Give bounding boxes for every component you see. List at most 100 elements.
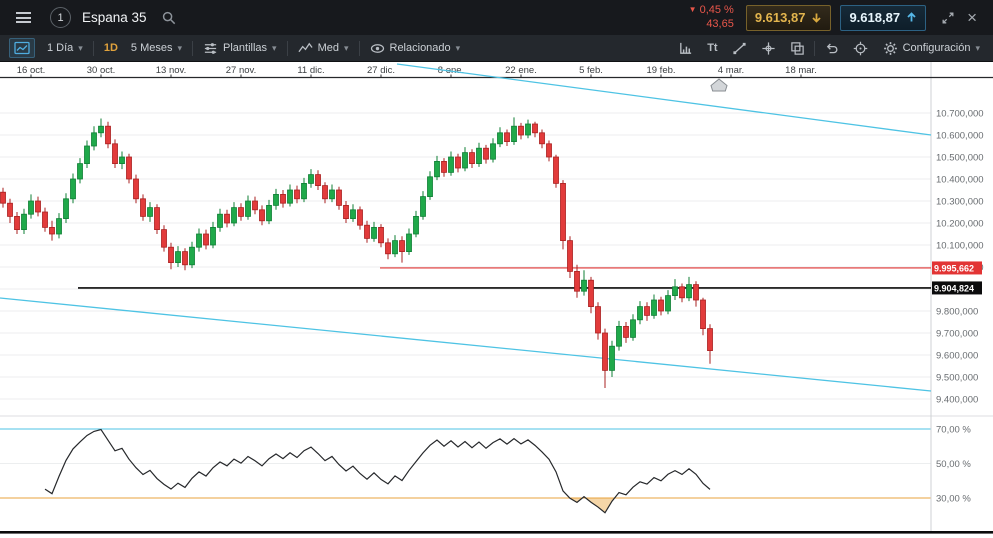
axis-settings-button[interactable] bbox=[671, 35, 700, 61]
candle-body bbox=[609, 345, 615, 371]
chart-toolbar: 1 Día ▾ 1D 5 Meses ▾ Plantillas ▾ Med ▾ bbox=[0, 35, 993, 62]
candle-body bbox=[231, 207, 237, 224]
moving-average-icon bbox=[297, 42, 313, 53]
candle-body bbox=[252, 200, 258, 211]
templates-dropdown[interactable]: Plantillas ▾ bbox=[195, 35, 285, 61]
candle-body bbox=[273, 193, 279, 206]
candle-body bbox=[98, 125, 104, 134]
duplicate-chart-icon bbox=[790, 41, 804, 55]
price-axis-label: 10.500,000 bbox=[936, 153, 984, 164]
sell-down-arrow-icon bbox=[812, 13, 822, 23]
candle-body bbox=[539, 132, 545, 145]
resistance-price-tag-label: 9.995,662 bbox=[934, 263, 974, 273]
support-price-tag[interactable] bbox=[932, 281, 982, 295]
candle-body bbox=[602, 332, 608, 371]
candle-body bbox=[483, 147, 489, 160]
candle-body bbox=[168, 246, 174, 263]
toolbar-separator bbox=[813, 40, 815, 56]
range-label: 5 Meses bbox=[130, 42, 173, 54]
candle-body bbox=[56, 218, 62, 235]
buy-button[interactable]: 9.618,87 bbox=[840, 4, 927, 31]
candle-body bbox=[567, 240, 573, 272]
date-axis-label: 30 oct. bbox=[87, 65, 116, 76]
text-tool-button[interactable]: Tt bbox=[700, 35, 724, 61]
candle-body bbox=[140, 198, 146, 217]
candle-body bbox=[161, 229, 167, 248]
candle-body bbox=[133, 178, 139, 200]
menu-button[interactable] bbox=[10, 5, 37, 31]
chart-panel-button[interactable] bbox=[9, 38, 35, 58]
candle-body bbox=[658, 299, 664, 312]
change-down-icon: ▼ bbox=[688, 5, 697, 15]
candle-body bbox=[217, 213, 223, 228]
candle-body bbox=[378, 226, 384, 244]
date-axis-label: 27 dic. bbox=[367, 65, 395, 76]
change-value: 43,65 bbox=[706, 17, 734, 30]
related-eye-icon bbox=[370, 43, 384, 53]
moving-average-dropdown[interactable]: Med ▾ bbox=[290, 35, 357, 61]
candle-body bbox=[294, 189, 300, 200]
chart-horizontal-scrollbar[interactable] bbox=[0, 531, 993, 534]
resistance-price-tag[interactable] bbox=[932, 261, 982, 275]
trendline[interactable] bbox=[0, 297, 932, 392]
candle-body bbox=[322, 185, 328, 200]
candle-body bbox=[308, 174, 314, 184]
candle-body bbox=[0, 191, 6, 204]
candle-body bbox=[623, 325, 629, 338]
templates-icon bbox=[204, 42, 217, 54]
trendline[interactable] bbox=[396, 63, 932, 136]
candle-body bbox=[462, 152, 468, 169]
timeline-marker[interactable] bbox=[710, 78, 728, 92]
templates-label: Plantillas bbox=[223, 42, 268, 54]
range-dropdown[interactable]: 5 Meses ▾ bbox=[123, 35, 190, 61]
related-dropdown[interactable]: Relacionado ▾ bbox=[362, 35, 469, 61]
price-axis-label: 10.600,000 bbox=[936, 131, 984, 142]
hamburger-icon bbox=[16, 10, 31, 26]
caret-down-icon: ▾ bbox=[177, 42, 182, 53]
rsi-axis-label: 70,00 % bbox=[936, 425, 971, 436]
sell-button[interactable]: 9.613,87 bbox=[745, 4, 832, 31]
duplicate-chart-button[interactable] bbox=[783, 35, 812, 61]
price-axis-label: 10.100,000 bbox=[936, 241, 984, 252]
close-button[interactable]: × bbox=[961, 5, 983, 31]
crosshair-button[interactable] bbox=[754, 35, 783, 61]
undo-button[interactable] bbox=[817, 35, 846, 61]
candle-body bbox=[490, 143, 496, 160]
date-axis-label: 11 dic. bbox=[297, 65, 324, 76]
candle-body bbox=[707, 328, 713, 352]
candle-body bbox=[343, 204, 349, 219]
settings-dropdown[interactable]: Configuración ▾ bbox=[875, 35, 988, 61]
candle-body bbox=[525, 123, 531, 136]
candle-body bbox=[511, 125, 517, 142]
interval-dropdown[interactable]: 1 Día ▾ bbox=[39, 35, 91, 61]
candle-body bbox=[21, 213, 27, 230]
price-axis-label: 9.800,000 bbox=[936, 307, 978, 318]
date-axis-label: 27 nov. bbox=[226, 65, 256, 76]
candle-body bbox=[336, 189, 342, 206]
chart-region[interactable]: 10.700,000 10.600,000 10.500,000 10.400,000… bbox=[0, 62, 993, 538]
timeframe-badge[interactable]: 1D bbox=[103, 42, 118, 54]
search-button[interactable] bbox=[156, 5, 182, 31]
candle-body bbox=[595, 306, 601, 334]
related-label: Relacionado bbox=[389, 42, 451, 54]
chart-number-badge[interactable]: 1 bbox=[50, 7, 71, 28]
rsi-axis-label: 50,00 % bbox=[936, 459, 971, 470]
candle-body bbox=[700, 299, 706, 330]
target-button[interactable] bbox=[846, 35, 875, 61]
candle-body bbox=[119, 156, 125, 164]
candle-body bbox=[679, 286, 685, 299]
date-axis-label: 8 ene. bbox=[438, 65, 464, 76]
date-axis-label: 22 ene. bbox=[505, 65, 537, 76]
expand-button[interactable] bbox=[935, 5, 961, 31]
price-axis-label: 10.400,000 bbox=[936, 175, 984, 186]
candle-body bbox=[203, 233, 209, 246]
candle-body bbox=[105, 125, 111, 145]
candle-body bbox=[672, 286, 678, 297]
rsi-oversold-fill bbox=[585, 498, 615, 513]
drawing-tools-button[interactable] bbox=[725, 35, 754, 61]
candle-body bbox=[588, 279, 594, 307]
candle-body bbox=[189, 246, 195, 266]
date-axis-label: 16 oct. bbox=[17, 65, 46, 76]
candle-body bbox=[518, 125, 524, 136]
candle-body bbox=[560, 183, 566, 242]
